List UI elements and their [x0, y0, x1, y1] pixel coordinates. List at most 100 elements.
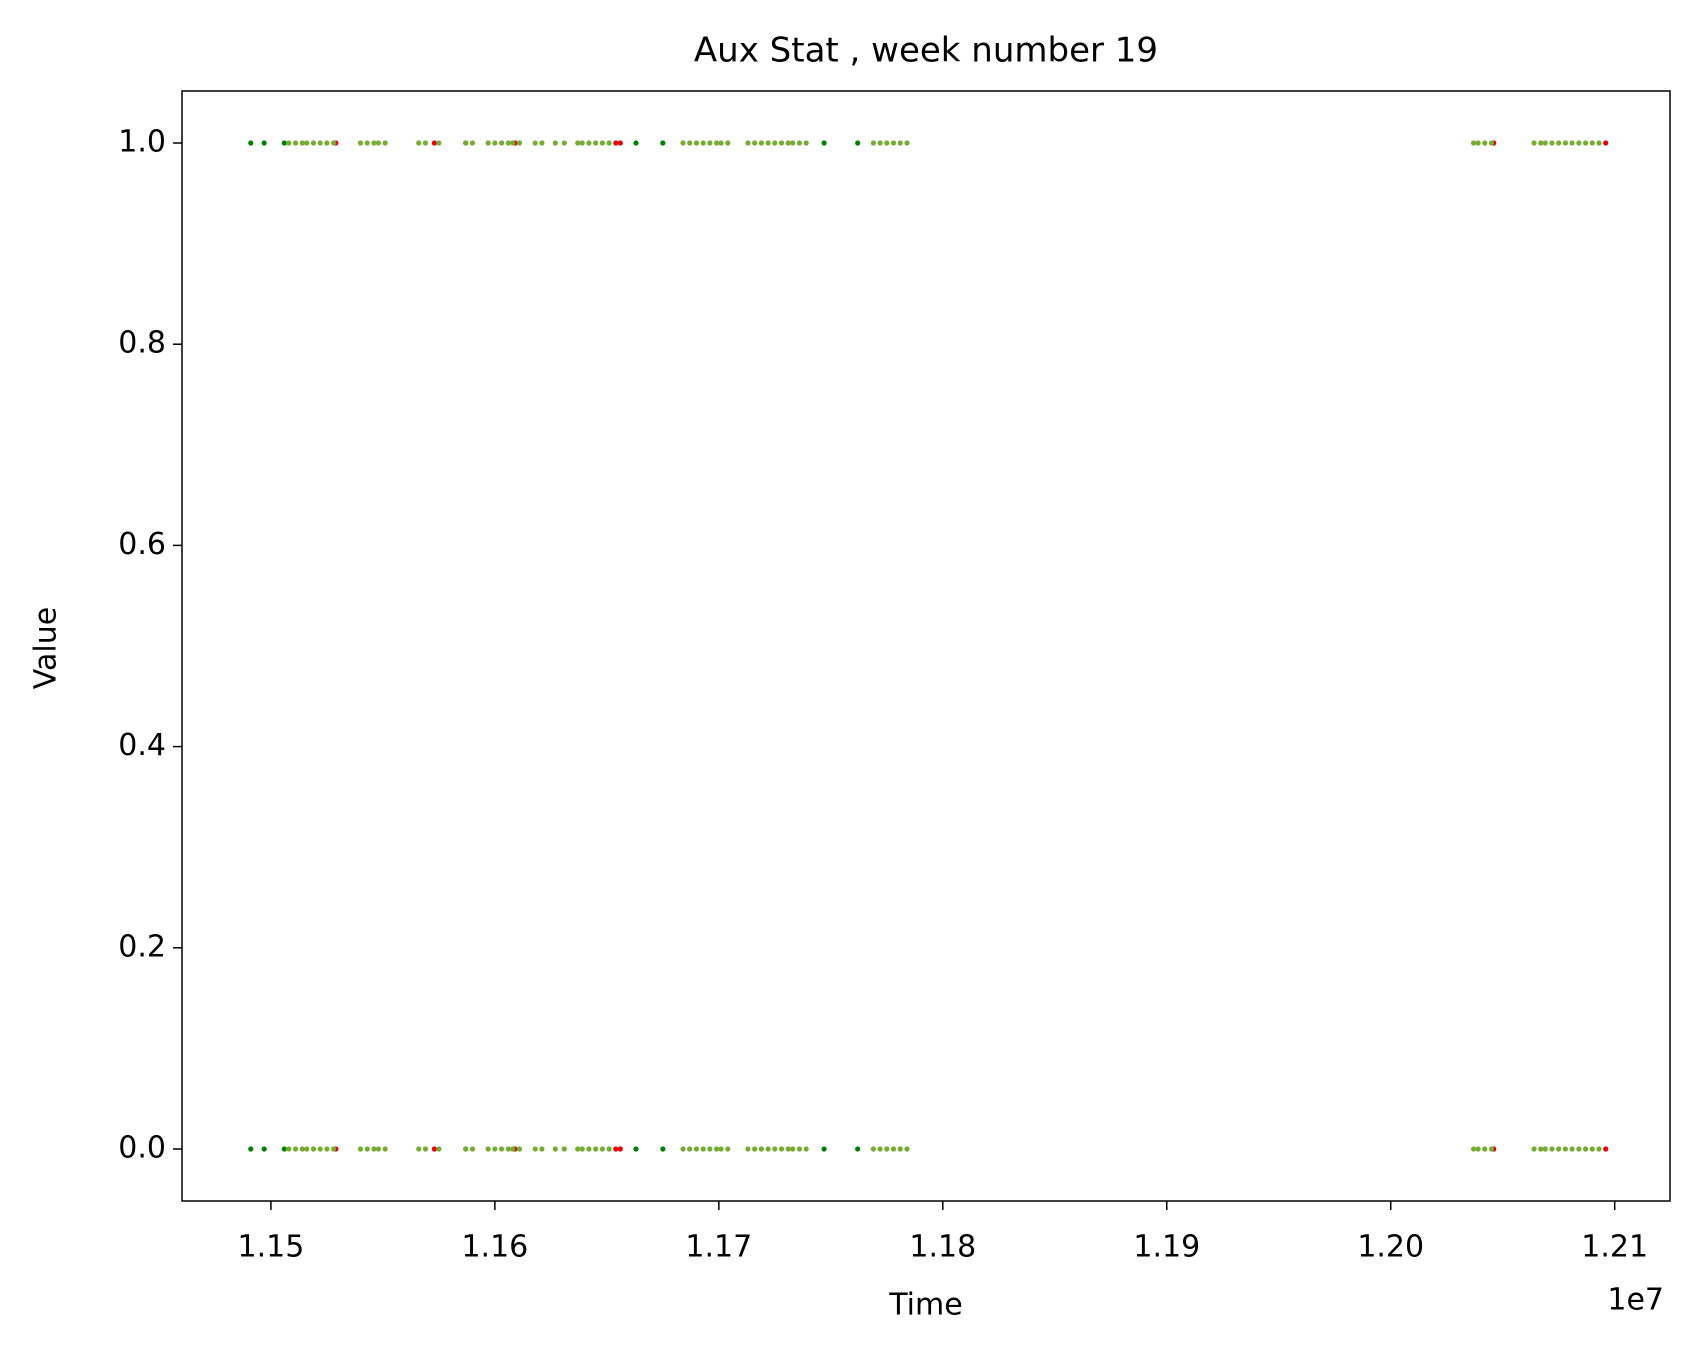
point	[803, 1146, 809, 1152]
point	[485, 140, 491, 146]
point	[884, 1146, 890, 1152]
point	[803, 140, 809, 146]
point	[877, 1146, 883, 1152]
point	[422, 1146, 429, 1152]
point	[561, 1146, 567, 1152]
point	[1482, 1146, 1488, 1152]
point	[707, 140, 713, 146]
point	[1576, 140, 1582, 146]
point	[693, 140, 700, 146]
point	[772, 1146, 778, 1152]
point	[593, 140, 599, 146]
point	[633, 1146, 639, 1152]
x-axis-label: Time	[888, 1288, 962, 1323]
point	[745, 140, 751, 146]
point	[281, 140, 287, 146]
point	[855, 1146, 861, 1152]
point	[1475, 140, 1481, 146]
point	[1582, 140, 1589, 146]
point	[261, 140, 267, 146]
point	[765, 1146, 771, 1152]
x-tick-label: 1.16	[461, 1230, 528, 1265]
point	[1470, 140, 1477, 146]
point	[821, 140, 827, 146]
point	[431, 140, 438, 146]
point	[1482, 140, 1488, 146]
x-tick-label: 1.18	[909, 1230, 976, 1265]
point	[725, 140, 731, 146]
point	[1596, 1146, 1602, 1152]
point	[1562, 140, 1569, 146]
point	[617, 140, 623, 146]
point	[700, 1146, 706, 1152]
point	[1576, 1146, 1582, 1152]
point	[1549, 1146, 1555, 1152]
point	[1538, 1146, 1544, 1152]
point	[375, 1146, 382, 1152]
point	[599, 140, 605, 146]
point	[469, 140, 476, 146]
point	[1589, 1146, 1595, 1152]
point	[752, 140, 758, 146]
point	[1569, 1146, 1575, 1152]
point	[790, 1146, 796, 1152]
point	[870, 1146, 876, 1152]
point	[884, 140, 890, 146]
point	[870, 140, 876, 146]
point	[890, 140, 897, 146]
point	[1556, 140, 1562, 146]
point	[1562, 1146, 1569, 1152]
point	[532, 140, 538, 146]
x-tick-label: 1.15	[238, 1230, 305, 1265]
point	[436, 140, 442, 146]
point	[286, 140, 292, 146]
point	[1582, 1146, 1589, 1152]
point	[1488, 1146, 1495, 1152]
point	[707, 1146, 713, 1152]
point	[261, 1146, 267, 1152]
point	[498, 140, 505, 146]
point	[469, 1146, 476, 1152]
point	[713, 140, 720, 146]
point	[693, 1146, 700, 1152]
x-tick-label: 1.19	[1133, 1230, 1200, 1265]
point	[778, 1146, 785, 1152]
point	[890, 1146, 897, 1152]
point	[357, 140, 364, 146]
point	[575, 1146, 581, 1152]
point	[785, 1146, 791, 1152]
point	[606, 1146, 612, 1152]
point	[586, 1146, 592, 1152]
point	[299, 140, 305, 146]
point	[516, 140, 523, 146]
point	[877, 140, 883, 146]
point	[416, 1146, 422, 1152]
point	[539, 140, 545, 146]
point	[796, 140, 803, 146]
point	[575, 140, 581, 146]
point	[1538, 140, 1544, 146]
point	[299, 1146, 305, 1152]
point	[745, 1146, 751, 1152]
point	[897, 1146, 903, 1152]
point	[796, 1146, 803, 1152]
point	[821, 1146, 827, 1152]
point	[532, 1146, 538, 1152]
point	[790, 140, 796, 146]
point	[463, 1146, 469, 1152]
point	[431, 1146, 438, 1152]
point	[281, 1146, 287, 1152]
point	[485, 1146, 491, 1152]
point	[606, 140, 612, 146]
point	[718, 1146, 724, 1152]
point	[1569, 140, 1575, 146]
point	[1531, 1146, 1537, 1152]
point	[436, 1146, 442, 1152]
point	[310, 1146, 317, 1152]
point	[552, 1146, 558, 1152]
point	[539, 1146, 545, 1152]
x-tick-label: 1.20	[1357, 1230, 1424, 1265]
point	[904, 1146, 910, 1152]
point	[324, 1146, 330, 1152]
